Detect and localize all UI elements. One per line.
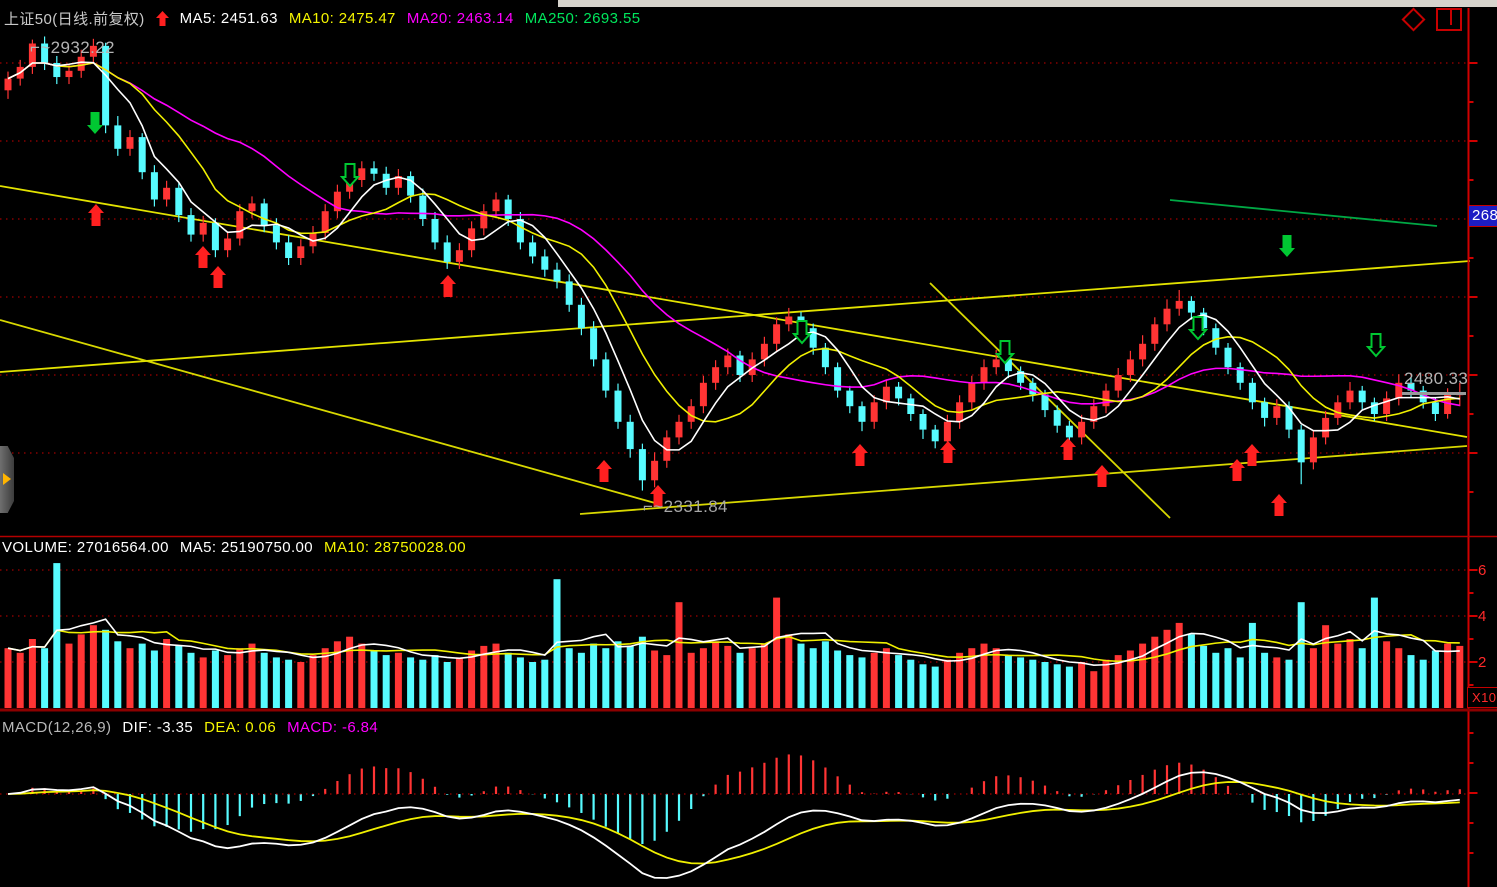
instrument-title: 上证50(日线.前复权) xyxy=(4,11,145,28)
dif-value: DIF: -3.35 xyxy=(122,719,194,736)
expand-panel-arrow-icon xyxy=(3,473,11,485)
high-price-annotation: ⌐~2932.22 xyxy=(30,38,115,57)
volume-layer xyxy=(4,563,1464,708)
window-titlebar-edge xyxy=(558,0,1497,7)
volume-ma10-value: MA10: 28750028.00 xyxy=(324,539,466,556)
volume-value: VOLUME: 27016564.00 xyxy=(2,539,169,556)
last-price-marker xyxy=(1402,392,1466,395)
volume-pane-legend: VOLUME: 27016564.00 MA5: 25190750.00 MA1… xyxy=(2,539,466,556)
trendlines-layer xyxy=(0,185,1471,519)
split-window-icon[interactable] xyxy=(1436,8,1462,31)
right-axis-price-badge: 268 xyxy=(1468,205,1497,227)
split-window-icon-divider xyxy=(1450,10,1452,25)
ma250-value: MA250: 2693.55 xyxy=(524,10,641,27)
ma10-value: MA10: 2475.47 xyxy=(288,10,396,27)
macd-value: MACD: -6.84 xyxy=(287,719,379,736)
signal-arrows-layer xyxy=(87,112,1387,516)
ma5-value: MA5: 2451.63 xyxy=(179,10,278,27)
low-price-annotation: ⌐~2331.84 xyxy=(643,497,728,516)
axis-layer xyxy=(0,8,1497,887)
gridlines-layer xyxy=(0,62,1468,663)
up-arrow-icon xyxy=(155,11,169,26)
price-ma-layer xyxy=(7,61,1460,451)
macd-name: MACD(12,26,9) xyxy=(2,719,112,736)
volume-axis-label-6: 6 xyxy=(1478,562,1487,579)
volume-axis-unit: X10 xyxy=(1467,687,1497,708)
macd-pane-legend: MACD(12,26,9) DIF: -3.35 DEA: 0.06 MACD:… xyxy=(2,719,378,736)
macd-layer xyxy=(0,754,1468,879)
volume-ma5-value: MA5: 25190750.00 xyxy=(179,539,314,556)
last-price-label: 2480.33 xyxy=(1404,369,1469,388)
volume-axis-label-4: 4 xyxy=(1478,608,1487,625)
volume-axis-label-2: 2 xyxy=(1478,654,1487,671)
candles-layer xyxy=(4,36,1464,491)
side-panel-handle[interactable] xyxy=(0,446,14,513)
dea-value: DEA: 0.06 xyxy=(204,719,277,736)
ma20-value: MA20: 2463.14 xyxy=(406,10,514,27)
main-pane-legend: 上证50(日线.前复权) MA5: 2451.63 MA10: 2475.47 … xyxy=(4,8,640,29)
